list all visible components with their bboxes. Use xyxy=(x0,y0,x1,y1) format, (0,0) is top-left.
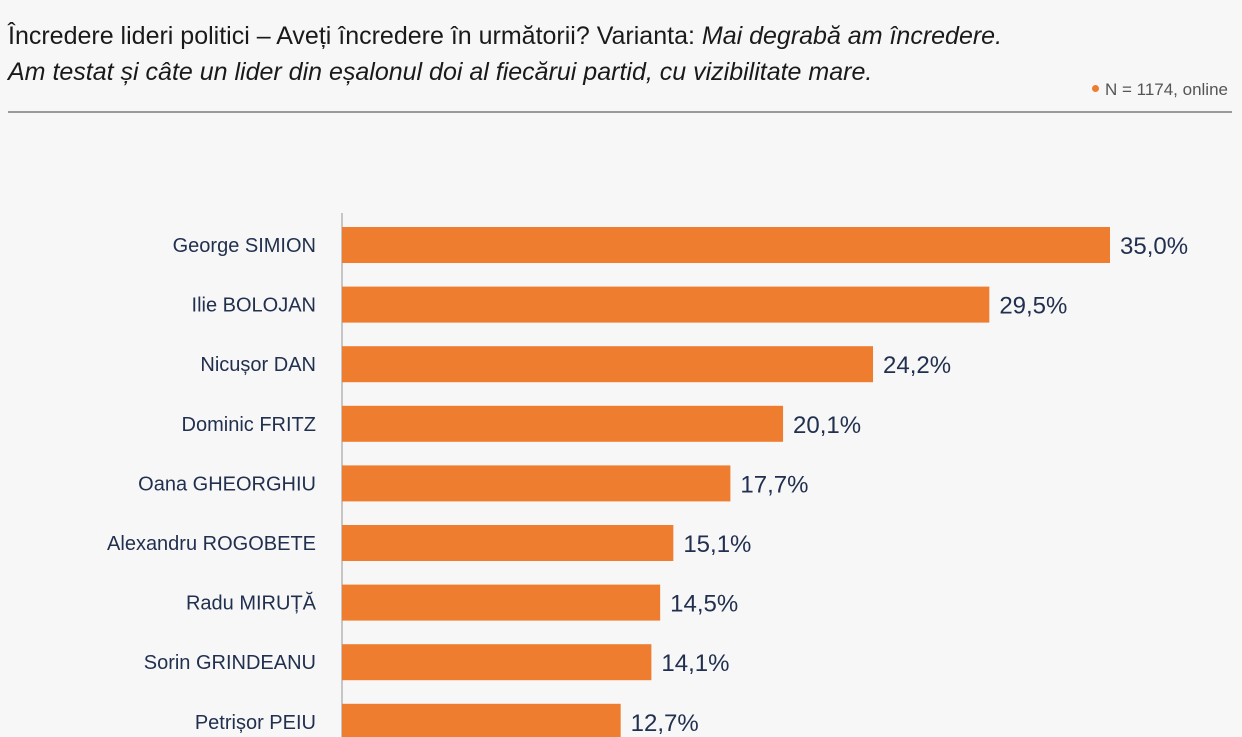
category-label: George SIMION xyxy=(173,235,316,257)
category-label: Ilie BOLOJAN xyxy=(192,295,316,317)
data-label: 20,1% xyxy=(793,412,861,439)
category-label: Oana GHEORGHIU xyxy=(138,473,316,495)
data-label: 12,7% xyxy=(631,710,699,737)
bar xyxy=(342,286,990,323)
bar xyxy=(342,227,1110,263)
category-label: Alexandru ROGOBETE xyxy=(107,533,316,555)
bar xyxy=(342,644,652,681)
category-label: Dominic FRITZ xyxy=(182,414,316,436)
data-label: 29,5% xyxy=(999,293,1067,320)
bar xyxy=(342,405,784,442)
sample-note: N = 1174, online xyxy=(1091,80,1228,100)
data-label: 14,1% xyxy=(661,650,729,677)
bar xyxy=(342,703,621,737)
chart-title: Încredere lideri politici – Aveți încred… xyxy=(8,18,1002,90)
data-label: 24,2% xyxy=(883,352,951,379)
bullet-dot-icon xyxy=(1091,85,1099,93)
bar xyxy=(342,584,661,621)
sample-note-text: N = 1174, online xyxy=(1104,80,1228,99)
category-label: Nicușor DAN xyxy=(200,354,316,376)
title-line-1: Încredere lideri politici – Aveți încred… xyxy=(8,18,1002,54)
bar xyxy=(342,465,731,502)
title-line-2: Am testat și câte un lider din eșalonul … xyxy=(8,58,873,86)
category-label: Sorin GRINDEANU xyxy=(144,652,316,674)
category-label: Radu MIRUȚĂ xyxy=(186,592,317,615)
bar xyxy=(342,525,674,561)
data-label: 15,1% xyxy=(683,531,751,558)
category-label: Petrișor PEIU xyxy=(195,712,316,734)
bar xyxy=(342,346,874,383)
header-divider xyxy=(8,111,1232,113)
title-line-1-italic: Mai degrabă am încredere. xyxy=(701,22,1003,50)
data-label: 17,7% xyxy=(740,471,808,498)
data-label: 14,5% xyxy=(670,591,738,618)
title-line-1-plain: Încredere lideri politici – Aveți încred… xyxy=(8,22,702,50)
data-label: 35,0% xyxy=(1120,233,1188,260)
